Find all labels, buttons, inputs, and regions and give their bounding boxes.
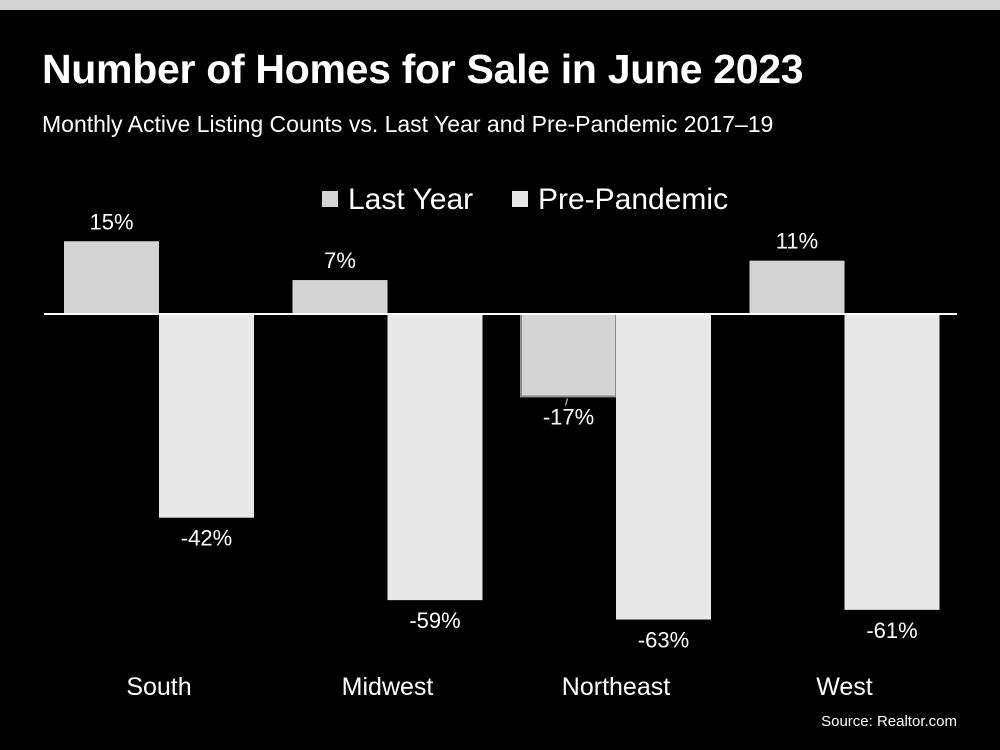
legend-label-pre-pandemic: Pre-Pandemic <box>538 183 728 216</box>
category-label-west: West <box>816 673 873 701</box>
chart-subtitle: Monthly Active Listing Counts vs. Last Y… <box>42 111 774 137</box>
bar-south-last-year <box>64 241 159 314</box>
bar-west-pre-pandemic <box>844 314 940 610</box>
bar-northeast-last-year <box>520 313 617 398</box>
chart-value-labels: 15% -42% 7% -59% -17% -63% 11% -61% <box>89 209 917 652</box>
legend-label-last-year: Last Year <box>348 183 473 216</box>
data-label-west-pre-pandemic: -61% <box>866 618 917 643</box>
data-label-midwest-last-year: 7% <box>324 248 356 273</box>
bar-midwest-last-year <box>292 280 388 314</box>
source-note: Source: Realtor.com <box>821 713 957 730</box>
data-label-south-pre-pandemic: -42% <box>181 526 232 551</box>
category-label-midwest: Midwest <box>342 673 434 701</box>
data-label-south-last-year: 15% <box>89 209 133 234</box>
bar-south-pre-pandemic <box>159 314 254 518</box>
label-leader-northeast <box>564 398 569 406</box>
legend-swatch-pre-pandemic <box>512 191 528 207</box>
chart-title: Number of Homes for Sale in June 2023 <box>42 46 804 92</box>
bar-midwest-pre-pandemic <box>387 314 483 601</box>
legend-swatch-last-year <box>322 191 338 207</box>
data-label-northeast-last-year: -17% <box>543 404 594 429</box>
chart-legend: Last Year Pre-Pandemic <box>322 183 728 216</box>
data-label-west-last-year: 11% <box>776 229 818 254</box>
data-label-midwest-pre-pandemic: -59% <box>409 608 460 633</box>
category-label-northeast: Northeast <box>562 673 670 701</box>
bar-northeast-pre-pandemic <box>616 314 711 620</box>
chart-bars <box>64 241 940 620</box>
data-label-northeast-pre-pandemic: -63% <box>638 628 689 653</box>
top-border-strip <box>0 0 1000 10</box>
bar-west-last-year <box>749 260 845 314</box>
category-label-south: South <box>126 673 191 701</box>
chart-category-labels: South Midwest Northeast West <box>126 673 872 701</box>
